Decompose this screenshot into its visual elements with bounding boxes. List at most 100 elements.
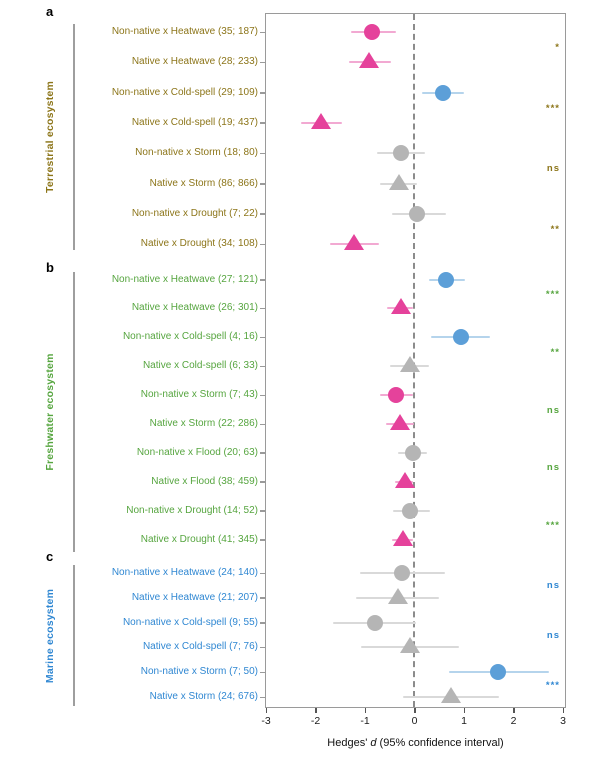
effect-marker-triangle	[399, 637, 420, 654]
effect-marker-circle	[437, 271, 454, 288]
x-axis-tick-label: -2	[310, 715, 321, 727]
row-label: Non-native x Heatwave (27; 121)	[111, 273, 258, 285]
significance-label: ns	[546, 580, 560, 592]
effect-marker-triangle	[390, 414, 411, 430]
row-label: Native x Storm (24; 676)	[149, 691, 258, 702]
x-axis-title-italic: d	[370, 737, 377, 749]
significance-label: ns	[546, 630, 560, 641]
effect-marker-triangle	[440, 687, 461, 703]
y-axis-tick	[260, 646, 266, 649]
row-label: Non-native x Heatwave (24; 140)	[111, 567, 258, 578]
row-label: Non-native x Drought (7; 22)	[131, 207, 258, 219]
panel-letter-a: a	[46, 4, 54, 19]
y-axis-tick	[260, 279, 266, 281]
y-axis-tick	[260, 243, 266, 246]
y-axis-tick	[260, 696, 266, 698]
y-axis-tick	[260, 122, 266, 124]
significance-label: **	[550, 346, 560, 358]
y-axis-tick	[260, 307, 266, 310]
row-label: Non-native x Heatwave (35; 187)	[111, 26, 258, 37]
row-label: Native x Drought (41; 345)	[140, 533, 258, 545]
effect-marker-circle	[489, 664, 506, 681]
effect-marker-circle	[394, 565, 411, 581]
row-label: Native x Cold-spell (6; 33)	[142, 360, 258, 372]
effect-marker-circle	[402, 502, 419, 519]
x-axis-title-prefix: Hedges'	[327, 737, 371, 749]
effect-marker-triangle	[390, 298, 411, 315]
effect-marker-circle	[387, 387, 404, 404]
x-axis-tick	[364, 708, 366, 713]
y-axis-tick	[260, 152, 266, 155]
y-axis-tick	[260, 365, 266, 368]
x-axis-title: Hedges' d (95% confidence interval)	[265, 737, 566, 749]
significance-label: **	[550, 223, 560, 235]
x-axis-tick-label: 3	[560, 715, 566, 727]
x-axis-title-suffix: (95% confidence interval)	[376, 737, 504, 749]
significance-label: ns	[546, 404, 560, 416]
row-label: Non-native x Storm (7; 50)	[140, 666, 258, 678]
effect-marker-circle	[452, 329, 469, 346]
effect-marker-triangle	[359, 52, 380, 69]
row-label: Non-native x Storm (7; 43)	[140, 389, 258, 401]
x-axis-tick	[513, 708, 515, 713]
significance-label: ***	[545, 520, 560, 532]
effect-marker-triangle	[389, 173, 410, 190]
y-axis-tick	[260, 92, 266, 94]
y-axis-tick	[260, 213, 266, 215]
y-axis-tick	[260, 539, 266, 541]
significance-label: ns	[546, 163, 560, 175]
row-label: Non-native x Flood (20; 63)	[136, 446, 258, 458]
row-label: Non-native x Storm (18; 80)	[135, 147, 258, 159]
row-label: Native x Heatwave (28; 233)	[131, 56, 258, 68]
x-axis-tick	[562, 708, 564, 713]
x-axis-tick	[463, 708, 465, 713]
y-axis-tick	[260, 61, 266, 64]
row-label: Non-native x Cold-spell (9; 55)	[122, 616, 258, 628]
row-label: Native x Cold-spell (19; 437)	[131, 116, 258, 128]
y-axis-tick	[260, 452, 266, 454]
row-label: Non-native x Cold-spell (4; 16)	[122, 331, 258, 343]
x-axis-tick-label: 1	[461, 715, 467, 727]
y-axis-tick	[260, 481, 266, 483]
effect-marker-circle	[408, 205, 425, 222]
y-axis-tick	[260, 597, 266, 599]
y-axis-tick	[260, 423, 266, 425]
panel-letter-c: c	[46, 549, 54, 564]
group-bracket	[73, 565, 75, 706]
effect-marker-circle	[404, 444, 421, 461]
x-axis-tick	[414, 708, 416, 713]
effect-marker-triangle	[395, 471, 416, 488]
effect-marker-circle	[392, 145, 409, 162]
x-axis-tick-label: -1	[360, 715, 370, 727]
y-axis-tick	[260, 336, 266, 339]
y-axis-tick	[260, 31, 266, 33]
row-label: Native x Heatwave (26; 301)	[131, 302, 258, 314]
effect-marker-circle	[366, 614, 383, 631]
effect-marker-triangle	[399, 356, 420, 373]
row-label: Native x Cold-spell (7; 76)	[142, 641, 258, 653]
y-axis-tick	[260, 183, 266, 185]
panel-letter-b: b	[46, 260, 54, 275]
group-bracket	[73, 272, 75, 552]
y-axis-tick	[260, 622, 266, 624]
x-axis-tick-label: -3	[261, 715, 271, 727]
effect-marker-triangle	[388, 587, 409, 604]
group-bracket	[73, 24, 75, 250]
effect-marker-circle	[434, 84, 451, 101]
y-axis-tick	[260, 671, 266, 674]
x-axis-tick	[265, 708, 267, 713]
row-label: Non-native x Drought (14; 52)	[126, 504, 258, 516]
effect-marker-triangle	[393, 529, 414, 546]
row-label: Native x Storm (86; 866)	[149, 177, 258, 189]
significance-label: ns	[546, 462, 560, 474]
effect-marker-triangle	[310, 112, 331, 129]
effect-marker-triangle	[344, 234, 365, 251]
effect-marker-circle	[364, 24, 381, 40]
y-axis-tick	[260, 572, 266, 574]
x-axis-tick-label: 0	[411, 715, 418, 727]
row-label: Native x Drought (34; 108)	[140, 238, 258, 250]
row-label: Native x Storm (22; 286)	[149, 418, 258, 429]
x-axis-tick-label: 2	[510, 715, 517, 727]
significance-label: ***	[545, 288, 560, 300]
